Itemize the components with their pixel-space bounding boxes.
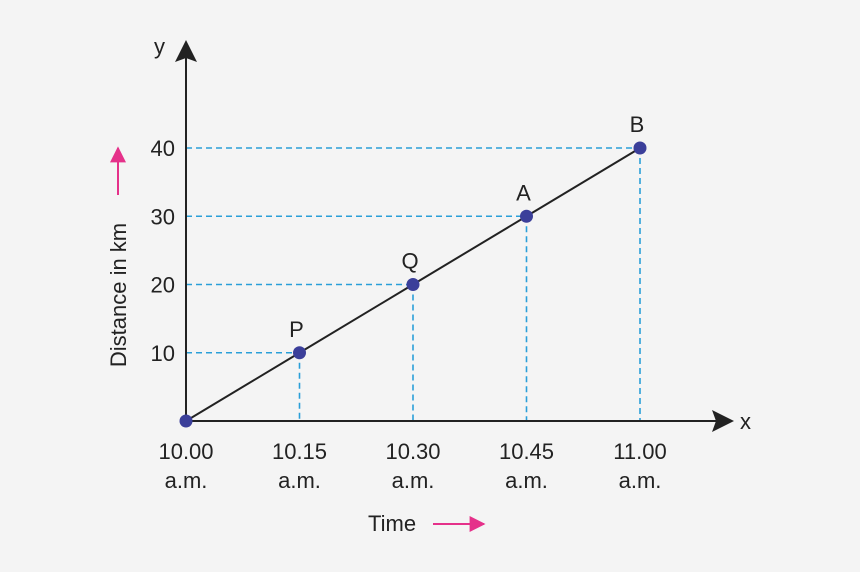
y-tick-label-40: 40 xyxy=(151,136,175,161)
y-tick-label-20: 20 xyxy=(151,273,175,298)
x-tick-label-1: 10.15 xyxy=(272,439,327,464)
x-axis-letter: x xyxy=(740,409,751,434)
point-label-A: A xyxy=(516,180,531,205)
data-point-P xyxy=(293,346,306,360)
y-tick-label-10: 10 xyxy=(151,341,175,366)
y-axis-arrowhead xyxy=(175,40,197,62)
y-axis-title: Distance in km xyxy=(106,223,131,367)
point-label-Q: Q xyxy=(401,249,418,274)
data-point-B xyxy=(633,141,647,155)
data-point-Q xyxy=(406,278,420,291)
guide-lines xyxy=(186,147,641,421)
y-axis-letter: y xyxy=(154,34,165,59)
x-axis-title: Time xyxy=(368,511,416,536)
x-tick-label-2: 10.30 xyxy=(385,439,440,464)
x-tick-label-4: 11.00 xyxy=(613,439,666,464)
x-tick-sublabel-2: a.m. xyxy=(392,468,435,493)
axes: x y xyxy=(154,34,751,434)
data-points: P Q A B xyxy=(179,112,647,428)
x-tick-sublabel-4: a.m. xyxy=(619,468,662,493)
y-tick-labels: 10 20 30 40 xyxy=(151,136,175,366)
point-label-B: B xyxy=(630,112,645,137)
x-tick-sublabel-0: a.m. xyxy=(165,468,208,493)
x-tick-label-3: 10.45 xyxy=(499,439,554,464)
x-tick-labels: 10.00 a.m. 10.15 a.m. 10.30 a.m. 10.45 a.m. 11.0… xyxy=(158,439,666,493)
x-tick-label-0: 10.00 xyxy=(158,439,213,464)
y-axis-title-group: Distance in km xyxy=(106,223,131,367)
x-tick-sublabel-3: a.m. xyxy=(505,468,548,493)
x-tick-sublabel-1: a.m. xyxy=(278,468,321,493)
y-tick-label-30: 30 xyxy=(151,204,175,229)
x-axis-arrowhead xyxy=(712,410,734,432)
data-point-A xyxy=(520,209,533,223)
point-label-P: P xyxy=(289,317,304,342)
data-point-origin xyxy=(179,414,193,428)
